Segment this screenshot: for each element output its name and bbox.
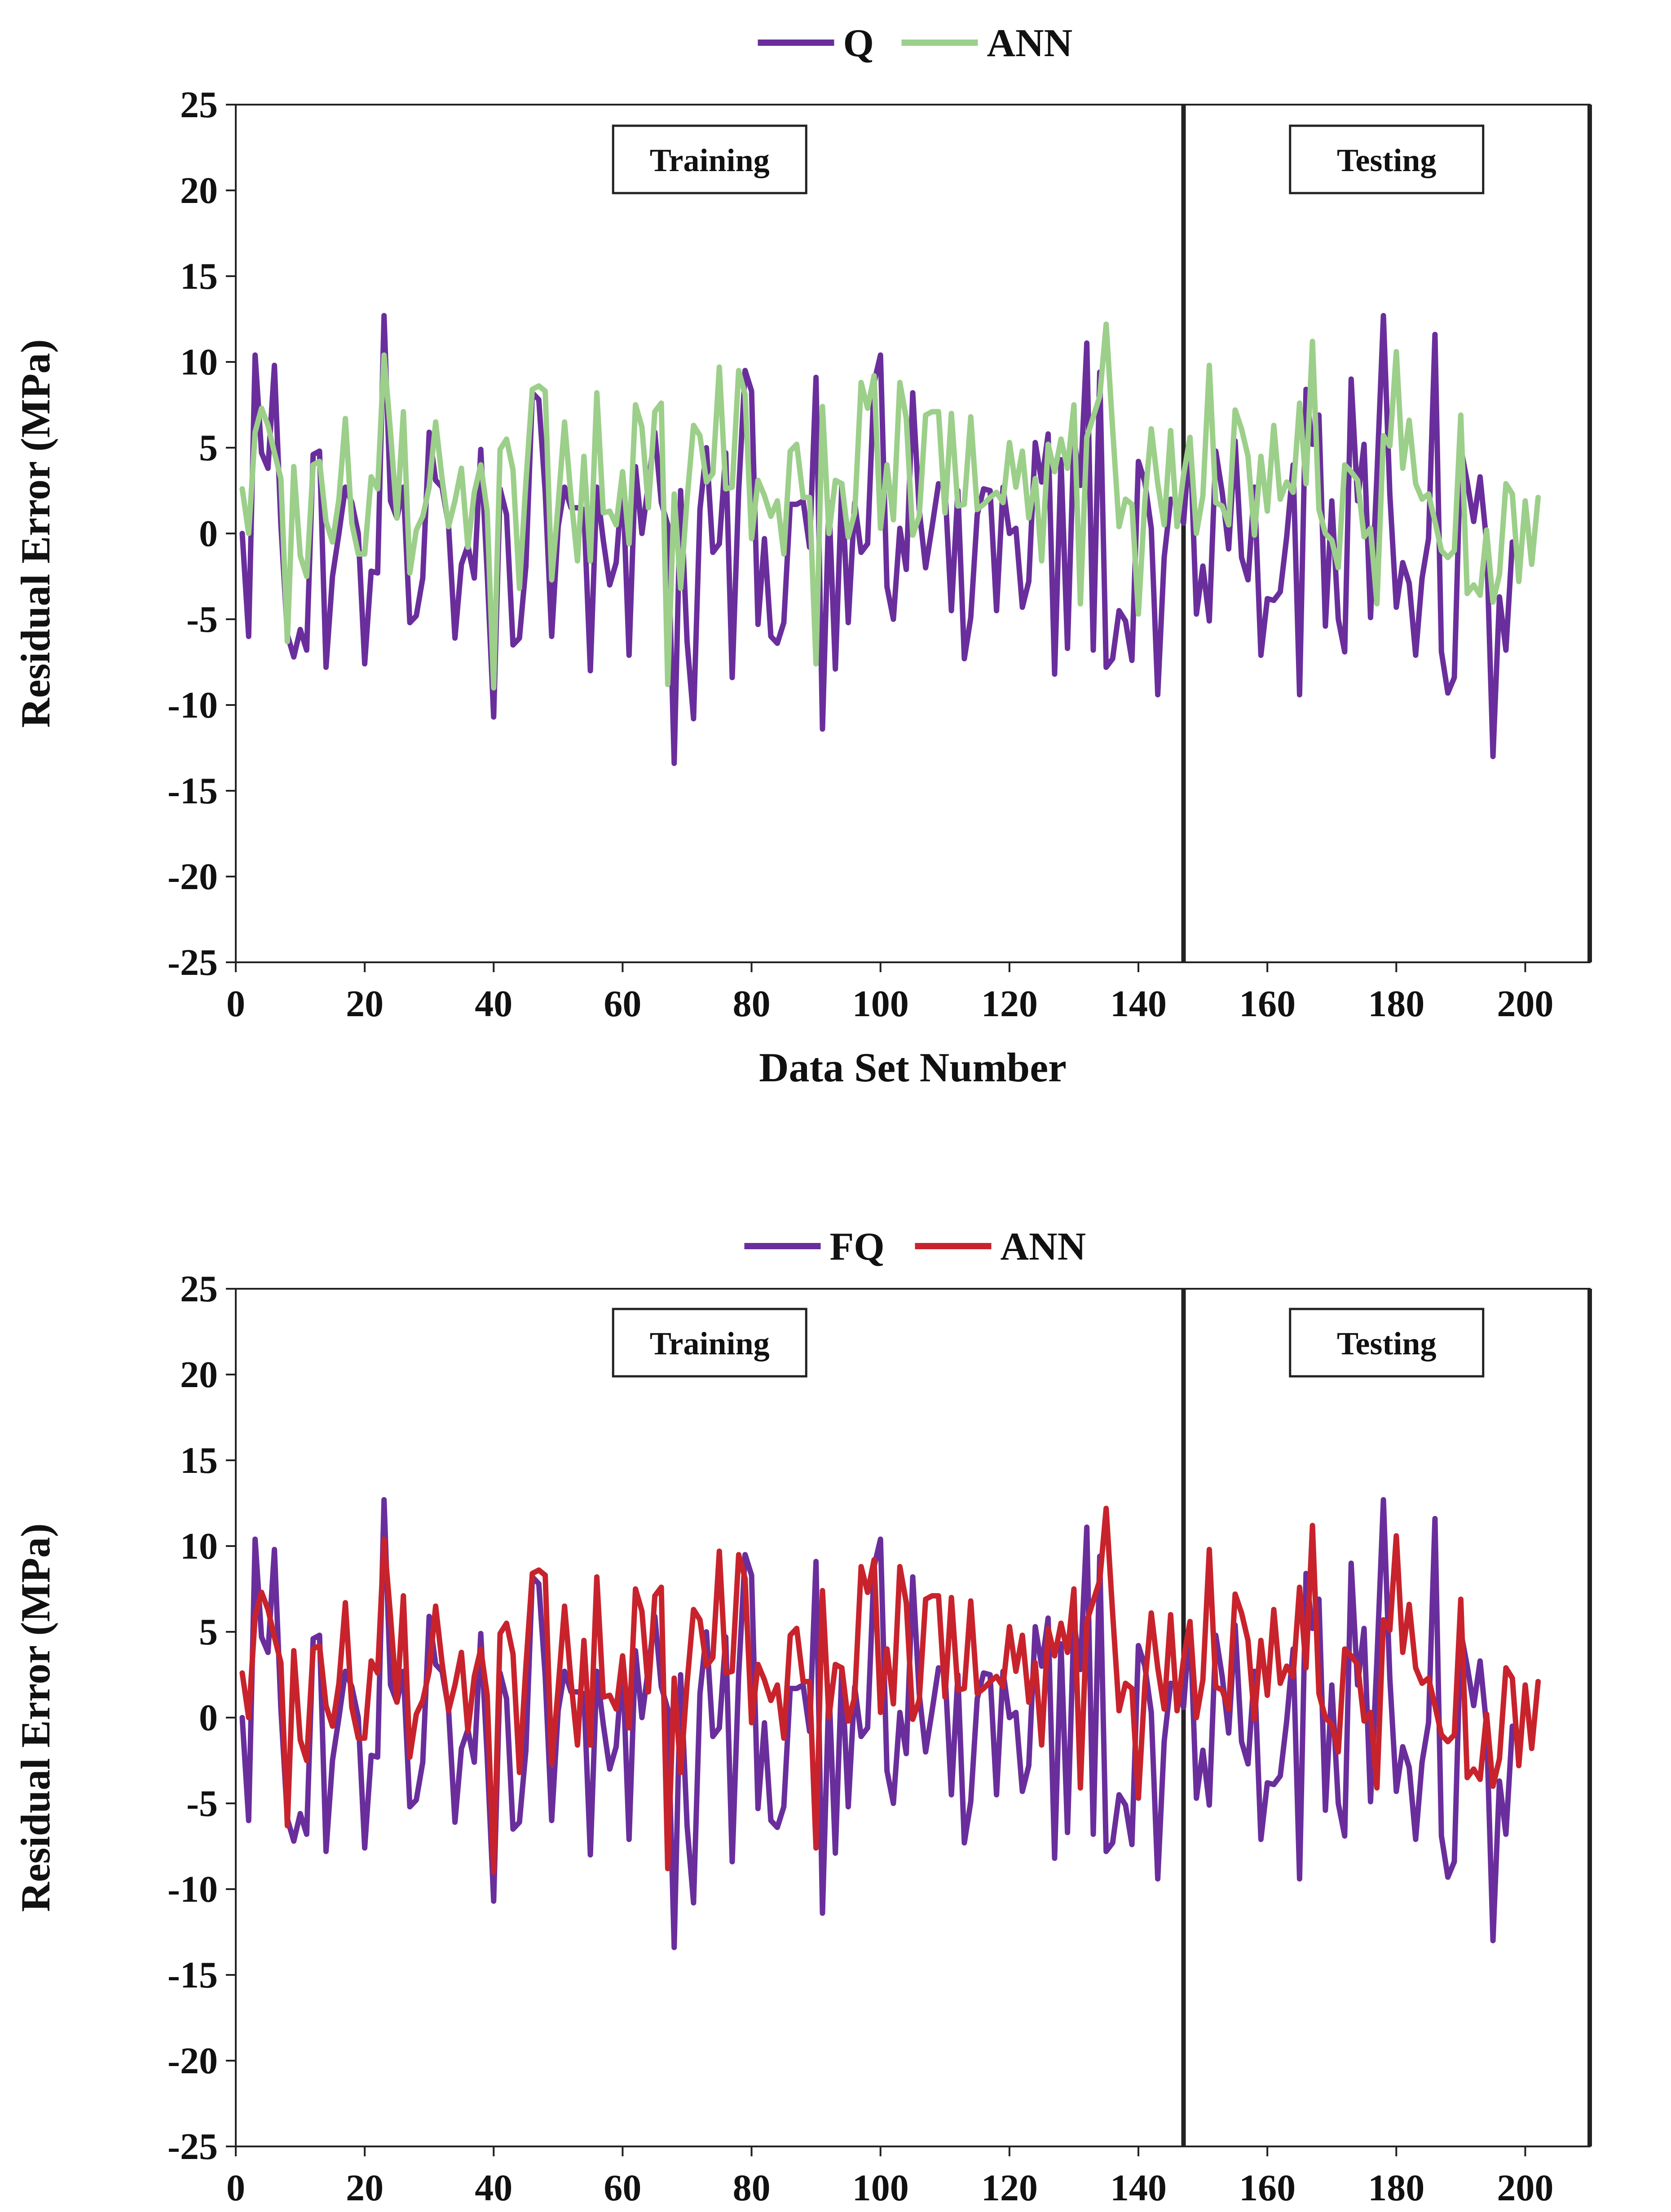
y-tick-label: 0 <box>199 513 218 555</box>
region-label-training: Training <box>650 142 770 178</box>
y-tick-label: -20 <box>168 2040 218 2082</box>
y-tick-label: 10 <box>180 1525 218 1567</box>
x-tick-label: 200 <box>1497 983 1553 1025</box>
x-tick-label: 80 <box>733 983 771 1025</box>
x-tick-label: 140 <box>1110 983 1167 1025</box>
y-tick-label: -25 <box>168 942 218 983</box>
region-label-box-testing <box>1289 124 1485 194</box>
series-line-ann <box>239 1506 1541 1875</box>
x-tick-label: 160 <box>1239 983 1296 1025</box>
legend-label-ann: ANN <box>1001 1225 1086 1269</box>
region-label-box-training <box>612 1308 807 1378</box>
y-tick-label: 20 <box>180 170 218 212</box>
y-tick-label: -25 <box>168 2126 218 2168</box>
region-label-box-training <box>612 124 807 194</box>
y-tick-label: 15 <box>180 1440 218 1481</box>
region-label-box-testing <box>1289 1308 1485 1378</box>
y-tick-label: -5 <box>186 1783 218 1824</box>
x-tick-label: 20 <box>346 2167 384 2209</box>
legend-label-fq: FQ <box>830 1225 885 1269</box>
x-tick-label: 60 <box>604 983 641 1025</box>
region-label-training: Training <box>650 1326 770 1362</box>
y-tick-label: -15 <box>168 770 218 812</box>
region-label-testing: Testing <box>1337 142 1436 178</box>
y-tick-label: 0 <box>199 1697 218 1739</box>
x-tick-label: 0 <box>226 2167 245 2209</box>
x-tick-label: 40 <box>475 983 512 1025</box>
x-tick-label: 200 <box>1497 2167 1553 2209</box>
y-tick-label: 10 <box>180 341 218 383</box>
y-tick-label: -10 <box>168 684 218 726</box>
x-tick-label: 180 <box>1368 983 1424 1025</box>
x-tick-label: 120 <box>981 983 1038 1025</box>
y-tick-label: -15 <box>168 1954 218 1996</box>
legend-label-ann: ANN <box>987 22 1073 65</box>
series-line-fq <box>239 1497 1515 1950</box>
x-tick-label: 100 <box>852 983 909 1025</box>
region-label-testing: Testing <box>1337 1326 1436 1362</box>
x-axis-title: Data Set Number <box>759 1044 1067 1090</box>
x-tick-label: 160 <box>1239 2167 1296 2209</box>
y-tick-label: -5 <box>186 599 218 640</box>
y-tick-label: 5 <box>199 1611 218 1653</box>
y-tick-label: 25 <box>180 84 218 126</box>
y-tick-label: 5 <box>199 427 218 469</box>
y-tick-label: -20 <box>168 856 218 898</box>
y-tick-label: 15 <box>180 256 218 297</box>
x-tick-label: 0 <box>226 983 245 1025</box>
x-tick-label: 180 <box>1368 2167 1424 2209</box>
x-tick-label: 20 <box>346 983 384 1025</box>
y-axis-title: Residual Error (MPa) <box>13 1523 58 1912</box>
y-tick-label: 20 <box>180 1354 218 1396</box>
x-tick-label: 140 <box>1110 2167 1167 2209</box>
series-line-q <box>239 313 1515 766</box>
series-line-ann <box>239 322 1541 691</box>
x-tick-label: 120 <box>981 2167 1038 2209</box>
x-tick-label: 80 <box>733 2167 771 2209</box>
x-tick-label: 40 <box>475 2167 512 2209</box>
y-tick-label: -10 <box>168 1868 218 1910</box>
y-axis-title: Residual Error (MPa) <box>13 339 58 727</box>
x-tick-label: 100 <box>852 2167 909 2209</box>
y-tick-label: 25 <box>180 1268 218 1310</box>
x-tick-label: 60 <box>604 2167 641 2209</box>
legend-label-q: Q <box>843 22 874 65</box>
